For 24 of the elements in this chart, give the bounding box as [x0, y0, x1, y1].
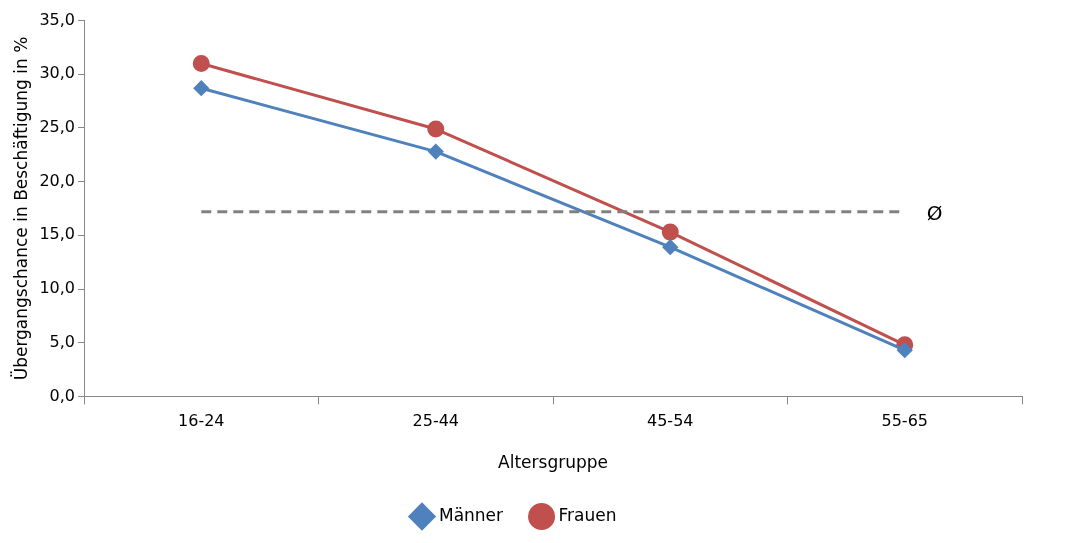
- ref-line-label: Ø: [926, 200, 943, 225]
- point: [428, 144, 444, 160]
- y-tick-label: 30,0: [39, 63, 76, 83]
- legend-label: Frauen: [558, 504, 617, 525]
- y-axis-title: Übergangschance in Beschäftigung in %: [9, 36, 31, 381]
- legend-label: Männer: [438, 504, 504, 525]
- point: [662, 239, 678, 255]
- y-tick-label: 15,0: [39, 224, 76, 244]
- point: [193, 80, 209, 96]
- y-tick-label: 10,0: [39, 278, 76, 298]
- y-tick-label: 0,0: [49, 385, 76, 405]
- point: [661, 223, 679, 241]
- x-tick-label: 45-54: [647, 411, 694, 431]
- y-tick-label: 20,0: [39, 170, 76, 190]
- y-tick-label: 5,0: [49, 331, 76, 351]
- x-tick-label: 25-44: [412, 411, 460, 431]
- point: [897, 342, 913, 358]
- x-axis-title: Altersgruppe: [498, 452, 608, 473]
- x-tick-label: 16-24: [178, 411, 225, 431]
- point: [192, 55, 210, 73]
- x-tick-label: 55-65: [881, 411, 928, 431]
- point: [427, 120, 445, 138]
- y-tick-label: 25,0: [39, 117, 76, 137]
- y-tick-label: 35,0: [39, 9, 76, 29]
